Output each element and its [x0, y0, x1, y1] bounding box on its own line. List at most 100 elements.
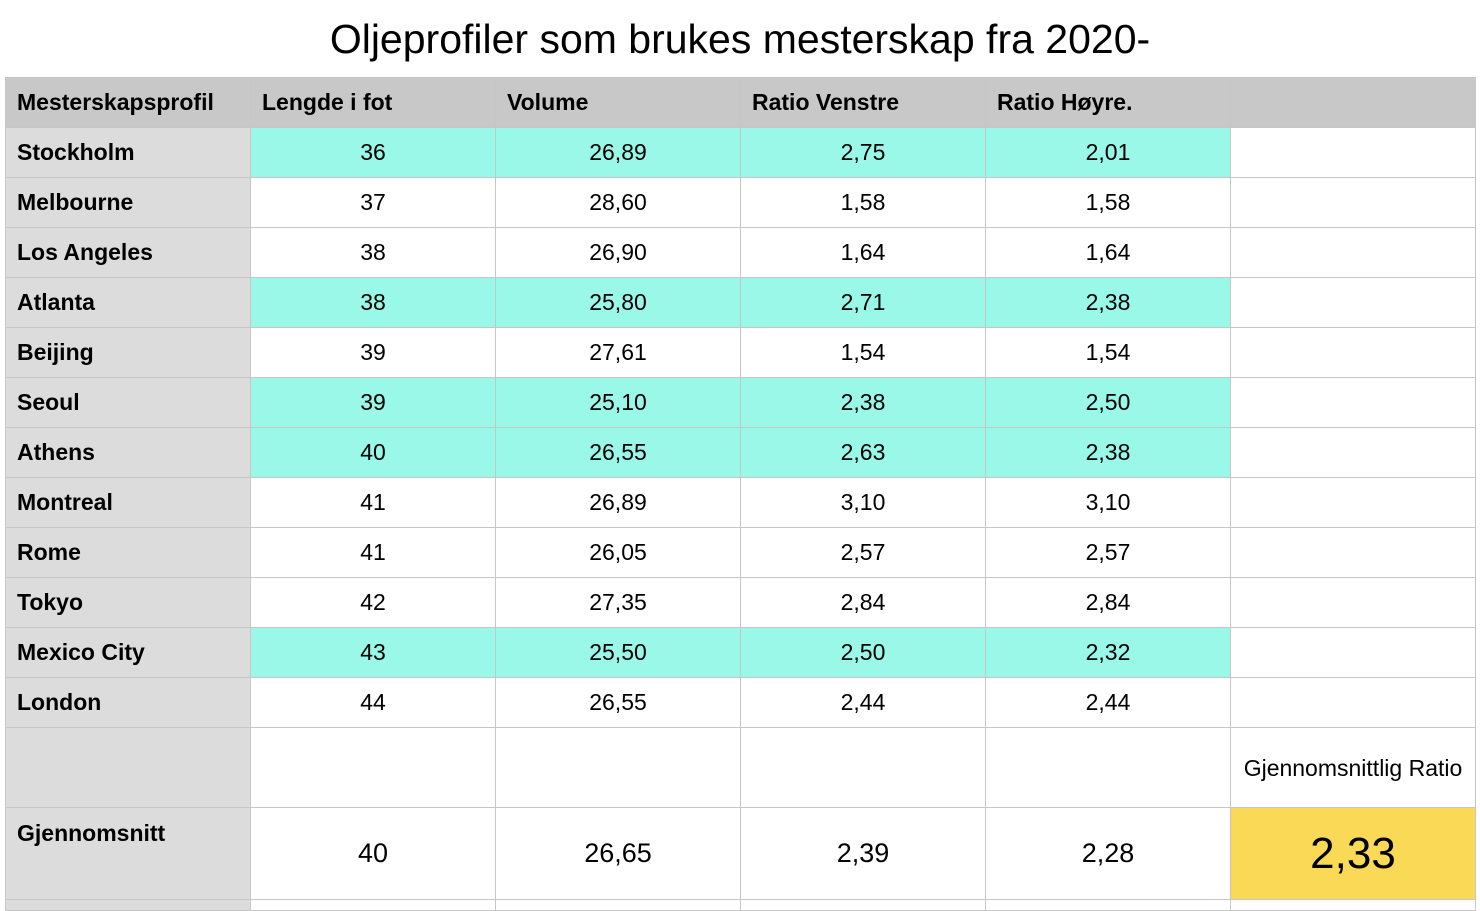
- empty-cell[interactable]: [1230, 477, 1476, 528]
- profile-name-cell[interactable]: Tokyo: [5, 577, 251, 628]
- header-cell-empty[interactable]: [1230, 77, 1476, 128]
- ratio-left-cell[interactable]: 1,54: [740, 327, 986, 378]
- empty-cell[interactable]: [250, 727, 496, 808]
- empty-cell[interactable]: [740, 899, 986, 911]
- volume-cell[interactable]: 25,10: [495, 377, 741, 428]
- length-cell[interactable]: 41: [250, 527, 496, 578]
- ratio-left-cell[interactable]: 2,38: [740, 377, 986, 428]
- ratio-left-cell[interactable]: 2,50: [740, 627, 986, 678]
- ratio-right-cell[interactable]: 2,44: [985, 677, 1231, 728]
- empty-cell[interactable]: [740, 727, 986, 808]
- header-cell-length[interactable]: Lengde i fot: [250, 77, 496, 128]
- ratio-right-cell[interactable]: 2,38: [985, 277, 1231, 328]
- average-ratio-right-cell[interactable]: 2,28: [985, 807, 1231, 900]
- empty-cell[interactable]: [1230, 577, 1476, 628]
- volume-cell[interactable]: 26,89: [495, 477, 741, 528]
- empty-cell[interactable]: [1230, 327, 1476, 378]
- length-cell[interactable]: 38: [250, 277, 496, 328]
- label-row: Gjennomsnittlig Ratio: [5, 727, 1476, 808]
- empty-cell[interactable]: [5, 727, 251, 808]
- empty-cell[interactable]: [1230, 277, 1476, 328]
- length-cell[interactable]: 40: [250, 427, 496, 478]
- profile-name-cell[interactable]: Stockholm: [5, 127, 251, 178]
- empty-cell[interactable]: [1230, 527, 1476, 578]
- empty-cell[interactable]: [985, 899, 1231, 911]
- average-length-cell[interactable]: 40: [250, 807, 496, 900]
- header-cell-profile[interactable]: Mesterskapsprofil: [5, 77, 251, 128]
- ratio-right-cell[interactable]: 2,84: [985, 577, 1231, 628]
- profile-name-cell[interactable]: Montreal: [5, 477, 251, 528]
- length-cell[interactable]: 42: [250, 577, 496, 628]
- length-cell[interactable]: 41: [250, 477, 496, 528]
- ratio-right-cell[interactable]: 1,58: [985, 177, 1231, 228]
- volume-cell[interactable]: 27,61: [495, 327, 741, 378]
- profile-name-cell[interactable]: Athens: [5, 427, 251, 478]
- average-ratio-total-cell[interactable]: 2,33: [1230, 807, 1476, 900]
- average-name-cell[interactable]: Gjennomsnitt: [5, 807, 251, 900]
- volume-cell[interactable]: 26,55: [495, 427, 741, 478]
- average-ratio-left-cell[interactable]: 2,39: [740, 807, 986, 900]
- average-volume-cell[interactable]: 26,65: [495, 807, 741, 900]
- volume-cell[interactable]: 26,05: [495, 527, 741, 578]
- empty-cell[interactable]: [985, 727, 1231, 808]
- empty-cell[interactable]: [250, 899, 496, 911]
- profile-name-cell[interactable]: Rome: [5, 527, 251, 578]
- ratio-left-cell[interactable]: 2,84: [740, 577, 986, 628]
- ratio-right-cell[interactable]: 2,57: [985, 527, 1231, 578]
- table-row: Rome 41 26,05 2,57 2,57: [5, 527, 1476, 578]
- table-row: Stockholm 36 26,89 2,75 2,01: [5, 127, 1476, 178]
- header-cell-ratio-left[interactable]: Ratio Venstre: [740, 77, 986, 128]
- header-cell-ratio-right[interactable]: Ratio Høyre.: [985, 77, 1231, 128]
- length-cell[interactable]: 39: [250, 377, 496, 428]
- empty-cell[interactable]: [1230, 227, 1476, 278]
- empty-cell[interactable]: [495, 899, 741, 911]
- ratio-left-cell[interactable]: 3,10: [740, 477, 986, 528]
- ratio-left-cell[interactable]: 1,58: [740, 177, 986, 228]
- empty-cell[interactable]: [1230, 427, 1476, 478]
- profile-name-cell[interactable]: Melbourne: [5, 177, 251, 228]
- length-cell[interactable]: 36: [250, 127, 496, 178]
- average-ratio-label[interactable]: Gjennomsnittlig Ratio: [1230, 727, 1476, 808]
- empty-cell[interactable]: [1230, 899, 1476, 911]
- profile-name-cell[interactable]: Beijing: [5, 327, 251, 378]
- ratio-right-cell[interactable]: 2,38: [985, 427, 1231, 478]
- profile-name-cell[interactable]: Los Angeles: [5, 227, 251, 278]
- ratio-left-cell[interactable]: 1,64: [740, 227, 986, 278]
- ratio-left-cell[interactable]: 2,57: [740, 527, 986, 578]
- volume-cell[interactable]: 25,50: [495, 627, 741, 678]
- volume-cell[interactable]: 28,60: [495, 177, 741, 228]
- profile-name-cell[interactable]: Atlanta: [5, 277, 251, 328]
- length-cell[interactable]: 44: [250, 677, 496, 728]
- length-cell[interactable]: 37: [250, 177, 496, 228]
- profile-name-cell[interactable]: Mexico City: [5, 627, 251, 678]
- length-cell[interactable]: 43: [250, 627, 496, 678]
- volume-cell[interactable]: 26,89: [495, 127, 741, 178]
- empty-cell[interactable]: [1230, 627, 1476, 678]
- ratio-right-cell[interactable]: 3,10: [985, 477, 1231, 528]
- length-cell[interactable]: 38: [250, 227, 496, 278]
- profile-name-cell[interactable]: London: [5, 677, 251, 728]
- empty-cell[interactable]: [1230, 127, 1476, 178]
- empty-cell[interactable]: [1230, 677, 1476, 728]
- average-row: Gjennomsnitt 40 26,65 2,39 2,28 2,33: [5, 807, 1476, 900]
- ratio-left-cell[interactable]: 2,44: [740, 677, 986, 728]
- empty-cell[interactable]: [1230, 377, 1476, 428]
- empty-cell[interactable]: [1230, 177, 1476, 228]
- ratio-right-cell[interactable]: 2,50: [985, 377, 1231, 428]
- empty-cell[interactable]: [5, 899, 251, 911]
- ratio-right-cell[interactable]: 1,64: [985, 227, 1231, 278]
- volume-cell[interactable]: 27,35: [495, 577, 741, 628]
- ratio-left-cell[interactable]: 2,75: [740, 127, 986, 178]
- header-cell-volume[interactable]: Volume: [495, 77, 741, 128]
- volume-cell[interactable]: 26,90: [495, 227, 741, 278]
- empty-cell[interactable]: [495, 727, 741, 808]
- length-cell[interactable]: 39: [250, 327, 496, 378]
- profile-name-cell[interactable]: Seoul: [5, 377, 251, 428]
- ratio-left-cell[interactable]: 2,71: [740, 277, 986, 328]
- ratio-right-cell[interactable]: 1,54: [985, 327, 1231, 378]
- ratio-left-cell[interactable]: 2,63: [740, 427, 986, 478]
- ratio-right-cell[interactable]: 2,32: [985, 627, 1231, 678]
- volume-cell[interactable]: 25,80: [495, 277, 741, 328]
- volume-cell[interactable]: 26,55: [495, 677, 741, 728]
- ratio-right-cell[interactable]: 2,01: [985, 127, 1231, 178]
